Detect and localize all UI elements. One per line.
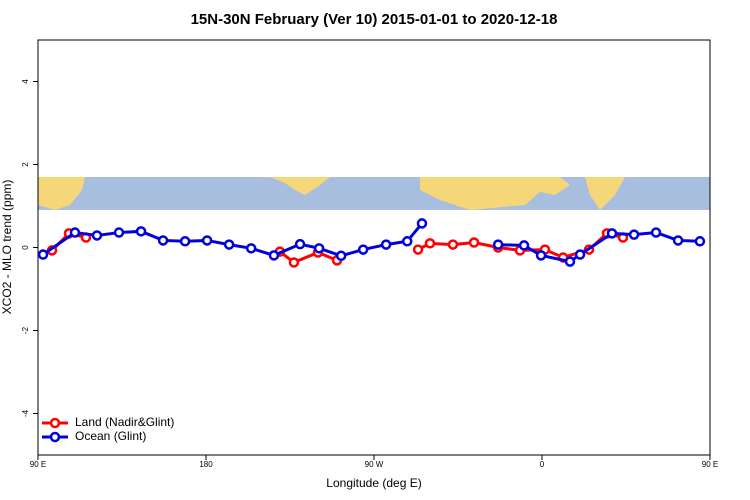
series-line (498, 231, 700, 264)
data-point (628, 229, 640, 240)
chart-title: 15N-30N February (Ver 10) 2015-01-01 to … (191, 11, 558, 28)
data-point (223, 239, 235, 250)
data-point (447, 239, 459, 250)
data-point (694, 236, 706, 247)
y-tick-label: -2 (21, 326, 30, 334)
data-point (157, 235, 169, 246)
data-point (380, 239, 392, 250)
data-point (268, 250, 280, 261)
data-point (535, 250, 547, 261)
y-tick-label: 4 (21, 79, 30, 84)
x-tick-label: 180 (199, 460, 213, 469)
map-strip (38, 177, 710, 210)
data-point (201, 235, 213, 246)
data-point (650, 227, 662, 238)
data-point (672, 235, 684, 246)
legend-marker (49, 431, 61, 443)
series-line (279, 250, 338, 265)
legend: Land (Nadir&Glint)Ocean (Glint) (42, 415, 174, 443)
data-point (37, 249, 49, 260)
data-point (335, 250, 347, 262)
data-point (564, 256, 576, 267)
data-point (606, 228, 618, 239)
data-point (135, 226, 147, 237)
data-point (91, 230, 103, 241)
data-point (574, 249, 586, 260)
data-point (357, 244, 369, 255)
data-point (416, 218, 428, 229)
data-point (294, 238, 306, 250)
data-point (412, 244, 424, 255)
y-tick-label: 2 (21, 162, 30, 167)
legend-marker (49, 417, 61, 429)
legend-label: Land (Nadir&Glint) (75, 415, 174, 429)
data-point (492, 239, 504, 250)
x-tick-label: 90 W (365, 460, 384, 469)
y-axis-label: XCO2 - MLO trend (ppm) (0, 180, 14, 315)
data-point (313, 243, 325, 254)
data-point (245, 243, 257, 254)
y-tick-label: -4 (21, 409, 30, 417)
data-point (113, 227, 125, 238)
y-tick-label: 0 (21, 245, 30, 250)
x-tick-label: 0 (540, 460, 545, 469)
data-point (468, 237, 480, 248)
data-point (424, 238, 436, 249)
data-point (179, 236, 191, 247)
data-point (401, 236, 413, 247)
data-point (518, 240, 530, 251)
data-point (69, 227, 81, 238)
x-tick-label: 90 E (30, 460, 46, 469)
legend-label: Ocean (Glint) (75, 429, 146, 443)
x-axis-label: Longitude (deg E) (326, 476, 421, 490)
data-point (288, 257, 300, 268)
x-tick-label: 90 E (702, 460, 718, 469)
